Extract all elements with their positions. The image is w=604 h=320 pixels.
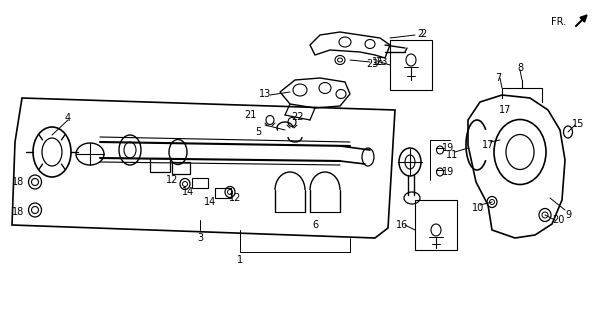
Text: 1: 1 (237, 255, 243, 265)
Text: 19: 19 (442, 143, 454, 153)
Text: 4: 4 (65, 113, 71, 123)
Text: 21: 21 (244, 110, 256, 120)
Bar (172, 162, 190, 174)
Text: 6: 6 (312, 220, 318, 230)
Text: 22: 22 (292, 112, 304, 122)
Text: 12: 12 (229, 193, 241, 203)
Text: 23: 23 (366, 59, 378, 69)
Text: 13: 13 (259, 89, 271, 99)
Text: 2: 2 (420, 29, 426, 39)
Text: 16: 16 (396, 220, 408, 230)
Bar (390, 40, 432, 90)
Text: 2: 2 (417, 29, 423, 39)
Text: 12: 12 (166, 175, 178, 185)
Text: 9: 9 (565, 210, 571, 220)
Text: 10: 10 (472, 203, 484, 213)
Text: 11: 11 (446, 150, 458, 160)
Bar (150, 158, 170, 172)
Text: 20: 20 (552, 215, 564, 225)
Bar (215, 188, 231, 198)
Text: 18: 18 (12, 207, 24, 217)
Text: 17: 17 (499, 105, 511, 115)
Text: 14: 14 (182, 187, 194, 197)
Text: 19: 19 (442, 167, 454, 177)
Bar (192, 178, 208, 188)
Text: 17: 17 (482, 140, 494, 150)
Text: 18: 18 (12, 177, 24, 187)
Text: 8: 8 (517, 63, 523, 73)
Text: 14: 14 (204, 197, 216, 207)
Text: 23: 23 (375, 57, 387, 67)
Bar (415, 200, 457, 250)
Text: 3: 3 (197, 233, 203, 243)
Text: 7: 7 (495, 73, 501, 83)
Text: FR.: FR. (551, 17, 566, 27)
Text: 16: 16 (372, 57, 384, 67)
Text: 15: 15 (572, 119, 584, 129)
Text: 5: 5 (255, 127, 261, 137)
